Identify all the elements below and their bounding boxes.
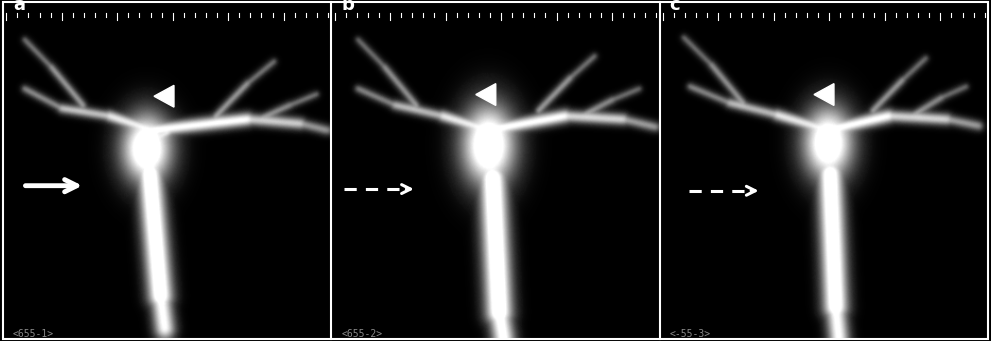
Text: c: c [670, 0, 680, 14]
Text: b: b [341, 0, 354, 14]
Polygon shape [154, 85, 174, 107]
Polygon shape [476, 84, 496, 105]
Text: <-55-3>: <-55-3> [670, 329, 711, 339]
Polygon shape [814, 84, 834, 105]
Text: <655-1>: <655-1> [13, 329, 54, 339]
Text: <655-2>: <655-2> [341, 329, 383, 339]
Text: a: a [13, 0, 25, 14]
